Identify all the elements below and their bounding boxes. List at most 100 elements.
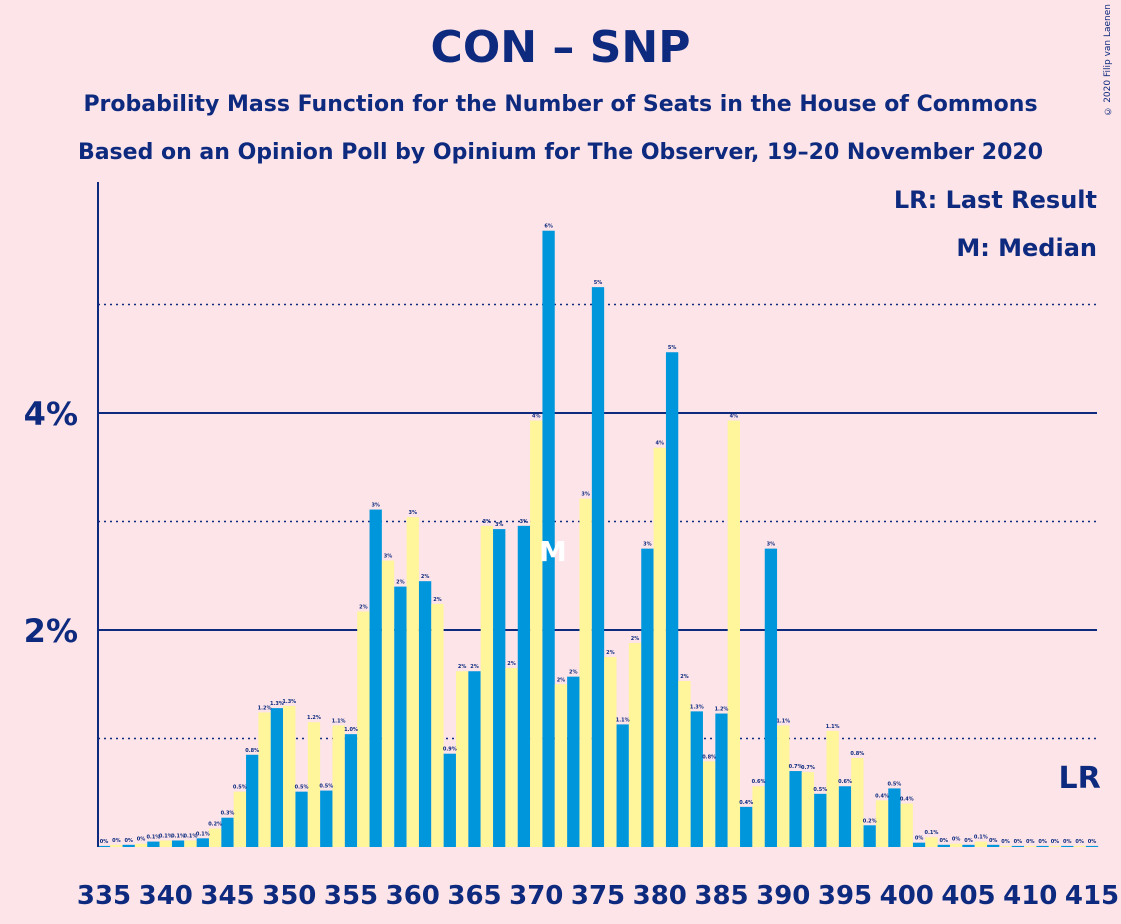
bar-seat-385 <box>715 713 728 847</box>
bar-seat-369 <box>517 525 531 847</box>
bar-seat-360 <box>406 517 419 847</box>
bar-seat-357 <box>369 509 382 847</box>
bar-seat-339 <box>147 841 160 847</box>
bar-seat-402 <box>925 837 938 847</box>
bar-label-seat-399: 0.5% <box>887 781 901 787</box>
bar-label-seat-370: 4% <box>532 414 541 420</box>
x-tick-label: 365 <box>447 881 501 911</box>
bar-seat-394 <box>826 730 839 847</box>
x-tick-label: 360 <box>386 881 440 911</box>
x-tick-label: 395 <box>818 881 872 911</box>
bar-seat-400 <box>900 803 913 847</box>
bar-label-seat-362: 2% <box>433 597 442 603</box>
bar-label-seat-395: 0.6% <box>838 779 852 785</box>
bar-label-seat-336: 0% <box>112 838 121 844</box>
x-tick-label: 385 <box>694 881 748 911</box>
bar-seat-392 <box>801 772 815 847</box>
x-tick-label: 355 <box>324 881 378 911</box>
bar-seat-337 <box>122 844 135 847</box>
bar-label-seat-344: 0.2% <box>208 822 222 828</box>
x-tick-label: 335 <box>77 881 131 911</box>
x-tick-label: 370 <box>509 881 563 911</box>
bars <box>97 230 1099 848</box>
legend-median: M: Median <box>956 234 1097 262</box>
bar-seat-373 <box>567 676 580 847</box>
bar-seat-412 <box>1048 845 1062 847</box>
bar-label-seat-348: 1.2% <box>258 705 272 711</box>
y-tick-label: 2% <box>24 612 78 650</box>
bar-seat-410 <box>1024 845 1037 847</box>
bar-label-seat-398: 0.4% <box>875 793 889 799</box>
bar-label-seat-408: 0% <box>1001 839 1010 845</box>
bar-label-seat-349: 1.3% <box>270 701 284 707</box>
bar-label-seat-365: 2% <box>470 664 479 670</box>
bar-label-seat-354: 1.1% <box>332 718 346 724</box>
x-tick-label: 400 <box>880 881 934 911</box>
chart-title: CON – SNP <box>430 22 691 73</box>
bar-seat-407 <box>987 844 1000 847</box>
bar-seat-364 <box>456 671 469 847</box>
bar-label-seat-396: 0.8% <box>850 751 864 757</box>
bar-label-seat-374: 3% <box>581 492 590 498</box>
bar-seat-348 <box>258 712 271 847</box>
bar-seat-359 <box>394 586 407 847</box>
bar-label-seat-372: 2% <box>557 677 566 683</box>
bar-seat-386 <box>727 420 740 847</box>
bar-label-seat-400: 0.4% <box>900 797 914 803</box>
bar-label-seat-381: 5% <box>668 345 677 351</box>
bar-label-seat-353: 0.5% <box>319 784 333 790</box>
legend-last-result: LR: Last Result <box>894 186 1097 214</box>
bar-seat-390 <box>777 725 790 847</box>
bar-seat-403 <box>937 844 950 847</box>
bar-seat-382 <box>678 680 691 847</box>
bar-seat-408 <box>999 845 1012 847</box>
bar-label-seat-350: 1.3% <box>282 699 296 705</box>
bar-label-seat-382: 2% <box>680 674 689 680</box>
bar-label-seat-394: 1.1% <box>826 724 840 730</box>
bar-seat-345 <box>221 817 234 847</box>
bar-label-seat-411: 0% <box>1038 839 1047 845</box>
x-tick-label: 340 <box>139 881 193 911</box>
bar-label-seat-413: 0% <box>1063 839 1072 845</box>
x-tick-label: 405 <box>941 881 995 911</box>
bar-label-seat-388: 0.6% <box>752 779 766 785</box>
bar-seat-371 <box>542 230 555 848</box>
bar-label-seat-403: 0% <box>940 838 949 844</box>
bar-seat-352 <box>307 722 321 847</box>
bar-seat-356 <box>357 611 370 847</box>
bar-label-seat-415: 0% <box>1088 839 1097 845</box>
bar-seat-349 <box>270 708 284 847</box>
bar-label-seat-356: 2% <box>359 605 368 611</box>
bar-seat-366 <box>480 525 493 847</box>
bar-label-seat-347: 0.8% <box>245 748 259 754</box>
bar-label-seat-380: 4% <box>656 441 665 447</box>
bar-seat-361 <box>418 581 432 847</box>
bar-label-seat-345: 0.3% <box>221 811 235 817</box>
bar-label-seat-384: 0.8% <box>702 754 716 760</box>
bar-label-seat-361: 2% <box>421 574 430 580</box>
bar-seat-388 <box>752 786 765 847</box>
bar-seat-338 <box>134 843 148 847</box>
bar-label-seat-410: 0% <box>1026 839 1035 845</box>
bar-seat-377 <box>616 724 629 847</box>
bar-seat-374 <box>579 498 592 847</box>
bar-label-seat-358: 3% <box>384 554 393 560</box>
bar-label-seat-369: 3% <box>520 519 529 525</box>
bar-seat-354 <box>332 725 345 847</box>
bar-label-seat-379: 3% <box>643 542 652 548</box>
bar-label-seat-352: 1.2% <box>307 715 321 721</box>
bar-seat-344 <box>209 828 222 847</box>
bar-seat-401 <box>912 842 926 847</box>
bar-label-seat-404: 0% <box>952 837 961 843</box>
x-tick-label: 375 <box>571 881 625 911</box>
x-tick-label: 415 <box>1065 881 1119 911</box>
bar-seat-365 <box>468 671 481 847</box>
bar-seat-405 <box>962 844 975 847</box>
bar-label-seat-406: 0.1% <box>974 835 988 841</box>
bar-label-seat-338: 0% <box>137 837 146 843</box>
bar-seat-380 <box>653 447 666 847</box>
bar-seat-415 <box>1085 845 1099 847</box>
bar-seat-370 <box>530 420 543 847</box>
bar-seat-372 <box>554 684 568 847</box>
